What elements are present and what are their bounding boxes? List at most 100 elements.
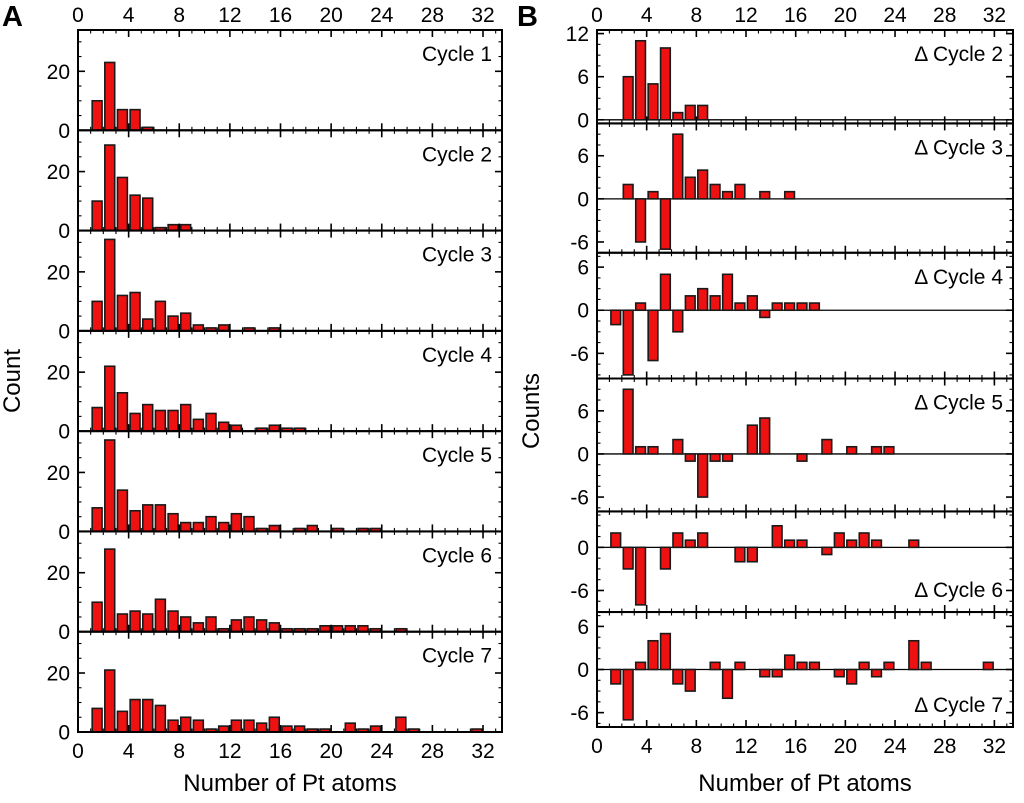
- histogram-bar: [771, 302, 783, 312]
- histogram-bar: [116, 391, 129, 432]
- histogram-bar: [672, 438, 684, 455]
- histogram-bar: [709, 295, 721, 312]
- y-tick-label: 20: [47, 362, 70, 385]
- histogram-bar: [255, 619, 268, 633]
- histogram-bar: [783, 302, 796, 312]
- histogram-bar: [821, 438, 833, 455]
- x-tick-label-bottom: 16: [784, 735, 807, 758]
- histogram-bar: [697, 532, 709, 549]
- x-tick-label-bottom: 28: [933, 735, 956, 758]
- histogram-bar: [746, 295, 758, 312]
- y-tick-label: -6: [570, 580, 589, 603]
- histogram-bar: [154, 300, 167, 332]
- histogram-bar: [883, 661, 895, 671]
- histogram-bar: [672, 668, 684, 685]
- histogram-bar: [659, 273, 672, 312]
- y-tick-label: 0: [577, 659, 589, 682]
- histogram-bar: [610, 309, 622, 326]
- histogram-bar: [982, 661, 994, 671]
- histogram-bar: [697, 104, 709, 121]
- histogram-bar: [142, 318, 154, 332]
- histogram-bar: [91, 707, 103, 733]
- histogram-bar: [759, 190, 771, 200]
- histogram-bar: [684, 668, 696, 692]
- histogram-bar: [129, 291, 141, 332]
- x-tick-label-top: 12: [734, 4, 757, 27]
- x-tick-label-bottom: 8: [173, 740, 185, 763]
- x-tick-label-bottom: 32: [983, 735, 1006, 758]
- y-tick-label: 6: [577, 257, 589, 280]
- histogram-bar: [684, 176, 696, 200]
- x-tick-label-top: 20: [834, 4, 857, 27]
- histogram-bar: [759, 309, 771, 319]
- histogram-bar: [796, 661, 808, 671]
- subplot-label: Δ Cycle 6: [914, 579, 1003, 602]
- histogram-bar: [91, 99, 103, 132]
- histogram-bar: [179, 521, 192, 533]
- y-tick-label: 0: [58, 320, 70, 343]
- histogram-bar: [104, 61, 116, 132]
- histogram-bar: [759, 417, 771, 455]
- histogram-bar: [659, 546, 672, 570]
- histogram-bar: [634, 302, 647, 312]
- histogram-bar: [192, 719, 205, 733]
- histogram-bar: [783, 190, 796, 200]
- x-tick-label-top: 8: [690, 4, 702, 27]
- histogram-bar: [243, 515, 255, 533]
- histogram-bar: [167, 610, 179, 633]
- histogram-bar: [91, 507, 103, 533]
- histogram-bar: [217, 521, 230, 533]
- histogram-bar: [167, 409, 179, 432]
- subplot-label: Cycle 4: [422, 344, 492, 367]
- histogram-bar: [129, 509, 141, 533]
- histogram-bar: [672, 309, 684, 333]
- histogram-bar: [142, 403, 154, 432]
- y-tick-label: 0: [58, 120, 70, 143]
- y-tick-label: 0: [58, 722, 70, 745]
- histogram-bar: [116, 108, 129, 132]
- histogram-bar: [179, 403, 192, 432]
- histogram-bar: [91, 601, 103, 633]
- histogram-bar: [808, 302, 821, 312]
- histogram-bar: [622, 75, 634, 121]
- histogram-bar: [622, 183, 634, 200]
- histogram-bar: [783, 539, 796, 549]
- histogram-bar: [622, 668, 634, 721]
- histogram-bar: [142, 504, 154, 533]
- y-tick-label: 20: [47, 663, 70, 686]
- histogram-bar: [721, 453, 734, 462]
- subplot-label: Cycle 6: [422, 544, 492, 567]
- histogram-bar: [697, 453, 709, 498]
- histogram-bar: [622, 309, 634, 376]
- histogram-bar: [205, 515, 217, 533]
- histogram-bar: [179, 616, 192, 633]
- histogram-bar: [796, 539, 808, 549]
- histogram-bar: [858, 532, 870, 549]
- histogram-bar: [104, 548, 116, 633]
- subplot-label: Δ Cycle 7: [914, 694, 1003, 717]
- histogram-bar: [129, 610, 141, 633]
- histogram-bar: [796, 453, 808, 462]
- x-tick-label-bottom: 24: [883, 735, 907, 758]
- histogram-bar: [796, 302, 808, 312]
- histogram-bar: [230, 619, 243, 633]
- histogram-bar: [634, 39, 647, 121]
- x-tick-label-top: 16: [269, 4, 292, 27]
- histogram-bar: [116, 710, 129, 733]
- histogram-bar: [684, 453, 696, 462]
- x-tick-label-top: 12: [218, 4, 241, 27]
- histogram-bar: [243, 616, 255, 633]
- subplot-label: Cycle 7: [422, 645, 492, 668]
- histogram-bar: [672, 532, 684, 549]
- y-tick-label: -6: [570, 487, 589, 510]
- histogram-bar: [697, 169, 709, 200]
- y-tick-label: -6: [570, 343, 589, 366]
- x-tick-label-top: 24: [883, 4, 907, 27]
- subplot-label: Cycle 5: [422, 444, 492, 467]
- histogram-bar: [870, 668, 883, 678]
- histogram-bar: [684, 104, 696, 121]
- histogram-bar: [709, 453, 721, 462]
- histogram-bar: [192, 521, 205, 533]
- x-tick-label-bottom: 28: [421, 740, 444, 763]
